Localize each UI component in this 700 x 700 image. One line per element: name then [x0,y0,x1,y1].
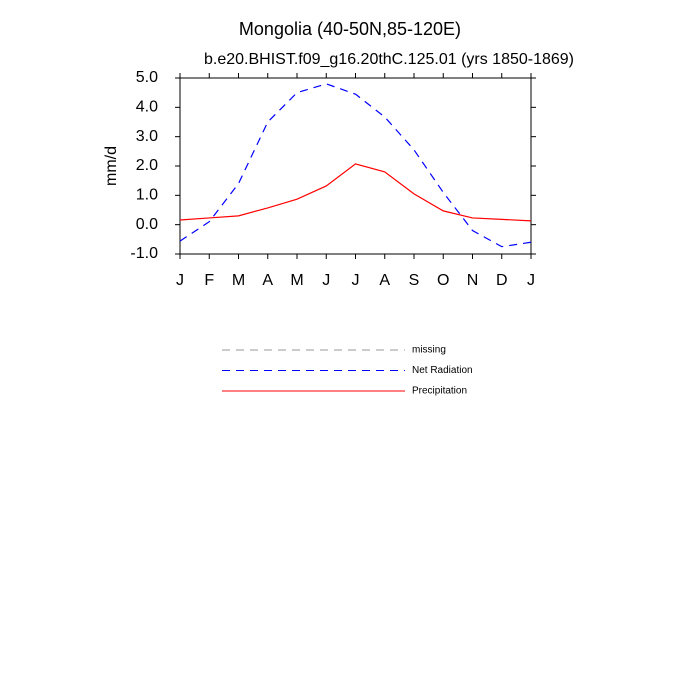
x-tick-label: N [467,272,479,289]
x-tick-label: S [409,272,420,289]
chart-subtitle: b.e20.BHIST.f09_g16.20thC.125.01 (yrs 18… [204,51,574,68]
y-tick-label: 2.0 [136,157,158,174]
legend-label: Precipitation [412,386,467,397]
x-tick-label: J [322,272,330,289]
series-line [179,83,532,248]
x-tick-label: J [176,272,184,289]
legend-label: Net Radiation [412,365,473,376]
x-tick-label: O [437,272,449,289]
chart-title: Mongolia (40-50N,85-120E) [239,19,461,39]
y-tick-label: 4.0 [136,99,158,116]
y-axis-label: mm/d [103,146,120,186]
x-tick-label: J [527,272,535,289]
x-tick-label: M [290,272,303,289]
y-tick-label: -1.0 [130,245,158,262]
y-tick-label: 5.0 [136,69,158,86]
x-tick-label: J [352,272,360,289]
y-tick-label: 3.0 [136,128,158,145]
x-tick-label: M [232,272,245,289]
legend-label: missing [412,345,446,356]
y-tick-label: 1.0 [136,187,158,204]
x-tick-label: F [204,272,214,289]
x-tick-label: D [496,272,508,289]
series-line [179,163,532,222]
x-tick-label: A [379,272,390,289]
y-tick-label: 0.0 [136,216,158,233]
x-tick-label: A [262,272,273,289]
plot-frame [179,77,532,255]
